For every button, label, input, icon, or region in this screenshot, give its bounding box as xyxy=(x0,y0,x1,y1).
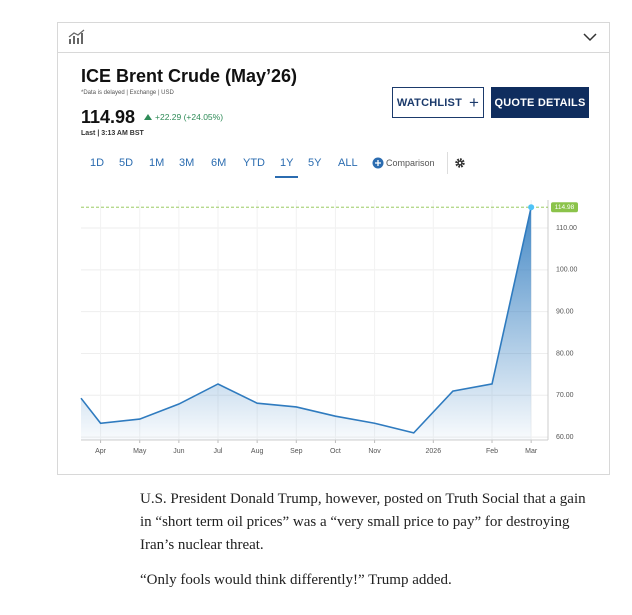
range-tab[interactable]: 5D xyxy=(119,157,134,169)
comparison-button[interactable]: Comparison xyxy=(386,158,435,168)
chart: 60.00 70.00 80.00 90.00 100.00 110.00 Apr May Ju… xyxy=(80,200,578,455)
y-tick-label: 70.00 xyxy=(556,392,574,399)
area xyxy=(81,207,532,440)
x-tick-label: Mar xyxy=(525,448,538,455)
x-tick-label: Sep xyxy=(290,448,303,455)
x-tick-label: Feb xyxy=(486,448,498,455)
range-tab[interactable]: 3M xyxy=(179,157,195,169)
range-tab[interactable]: 6M xyxy=(211,157,227,169)
range-tab[interactable]: 1M xyxy=(149,157,165,169)
widget xyxy=(57,22,610,475)
x-tick-label: Nov xyxy=(368,448,381,455)
quote-title: ICE Brent Crude (May’26) xyxy=(81,66,298,86)
price-tag xyxy=(551,202,578,213)
divider xyxy=(447,152,448,174)
last-point xyxy=(528,204,535,211)
range-tab[interactable]: ALL xyxy=(338,157,358,169)
y-tick-label: 100.00 xyxy=(556,267,578,274)
collapse-chevron[interactable] xyxy=(582,31,598,43)
settings-gear[interactable] xyxy=(454,157,466,169)
article-paragraph: U.S. President Donald Trump, however, po… xyxy=(140,491,586,553)
price: 114.98 xyxy=(81,107,136,127)
range-tab[interactable]: YTD xyxy=(243,157,265,169)
comparison-icon[interactable] xyxy=(372,157,384,169)
x-tick-label: Oct xyxy=(330,448,341,455)
button-label: WATCHLIST xyxy=(396,96,462,109)
plus-icon: + xyxy=(469,92,480,112)
last-time: Last | 3:13 AM BST xyxy=(81,130,144,137)
x-tick-label: 2026 xyxy=(426,448,442,455)
chart-icon xyxy=(68,29,85,44)
button-label: QUOTE DETAILS xyxy=(494,96,586,109)
y-tick-label: 90.00 xyxy=(556,308,574,315)
article-paragraph: “Only fools would think differently!” Tr… xyxy=(140,572,452,588)
line xyxy=(80,207,532,434)
x-tick-label: Jun xyxy=(173,448,184,455)
y-tick-label: 60.00 xyxy=(556,434,574,441)
y-tick-label: 110.00 xyxy=(556,225,577,232)
x-tick-label: Aug xyxy=(251,448,264,455)
price-change: +22.29 (+24.05%) xyxy=(155,112,224,122)
data-note: *Data is delayed | Exchange | USD xyxy=(81,90,174,96)
range-tab[interactable]: 1D xyxy=(90,157,105,169)
x-tick-label: Jul xyxy=(214,448,223,455)
x-tick-label: May xyxy=(133,448,147,455)
y-tick-label: 80.00 xyxy=(556,350,574,357)
range-tab[interactable]: 1Y xyxy=(275,157,299,178)
watchlist-button[interactable]: WATCHLIST + xyxy=(392,87,484,118)
range-tab[interactable]: 5Y xyxy=(308,157,322,169)
header-divider xyxy=(57,52,610,53)
x-tick-label: Apr xyxy=(95,448,107,455)
quote-details-button[interactable]: QUOTE DETAILS xyxy=(491,87,589,118)
up-arrow xyxy=(144,114,152,120)
price-tag-label: 114.98 xyxy=(555,204,575,211)
